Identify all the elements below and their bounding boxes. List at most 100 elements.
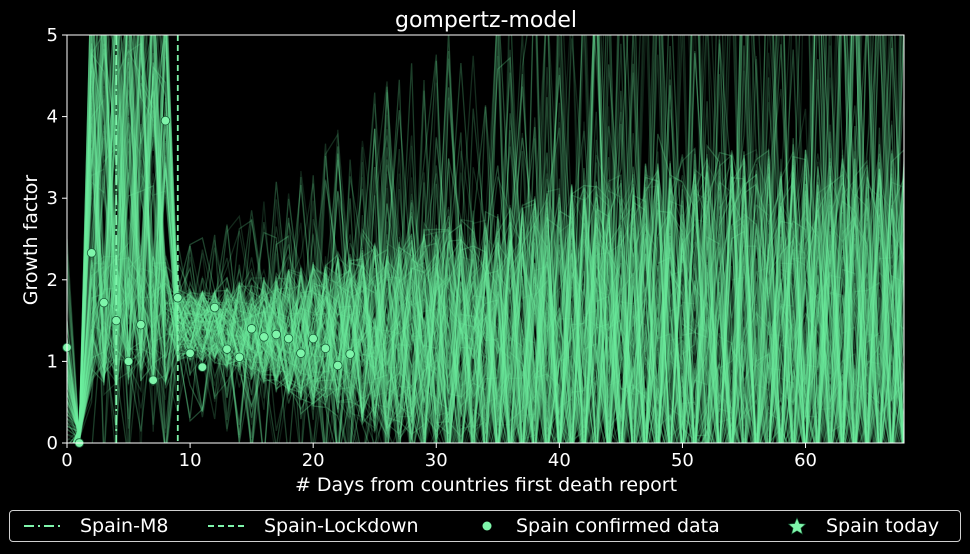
simulation-trace [74,70,904,443]
simulation-trace [72,35,904,443]
simulation-trace [67,35,904,443]
simulation-trace [74,35,904,443]
simulation-trace [74,35,904,443]
simulation-trace [73,35,904,443]
simulation-trace [67,35,904,443]
simulation-trace [67,35,904,443]
simulation-trace [75,35,904,443]
simulation-trace [76,35,904,443]
simulation-trace [67,35,904,443]
simulation-trace [72,35,880,443]
simulation-trace [72,35,904,443]
simulation-trace [78,98,904,443]
data-point [136,319,146,330]
simulation-trace [74,35,904,443]
simulation-trace [67,35,901,443]
x-tick-label: 20 [302,450,325,471]
simulation-trace [67,35,902,443]
legend-label: Spain confirmed data [516,515,720,537]
simulation-trace [75,35,904,443]
simulation-trace [72,35,904,443]
data-point [160,115,171,126]
simulation-trace [67,35,904,443]
simulation-trace [68,75,904,443]
simulation-trace [67,35,904,443]
simulation-trace [67,116,892,443]
simulation-trace [67,35,902,443]
data-point [333,360,343,371]
simulation-trace [67,35,904,443]
data-point [246,324,257,334]
simulation-trace [73,35,904,443]
simulation-trace [71,35,904,443]
simulation-trace [67,35,904,443]
simulation-trace [67,35,904,443]
simulation-trace [67,35,904,443]
data-point [148,375,158,385]
simulation-trace [67,35,904,443]
simulation-trace [75,35,904,443]
legend-label: Spain-Lockdown [264,515,419,537]
simulation-trace [72,35,904,443]
simulation-trace [71,81,904,443]
simulation-trace [67,35,891,443]
simulation-trace [77,35,904,443]
x-axis-ticks: 0 10 20 30 40 50 60 [61,443,817,471]
simulation-trace [67,35,904,443]
simulation-trace [67,35,904,443]
simulation-trace [73,35,902,443]
simulation-trace [67,35,868,443]
simulation-trace [67,35,904,443]
simulation-trace [75,62,904,443]
simulation-trace [67,35,904,443]
simulation-trace [67,35,904,443]
simulation-trace [67,35,904,443]
x-tick-label: 60 [794,450,817,471]
simulation-trace [72,35,904,443]
simulation-trace [76,35,904,443]
star-marker-icon [787,517,807,535]
simulation-trace [67,92,904,443]
simulation-trace [77,76,904,443]
simulation-trace [73,86,880,443]
data-point [197,362,208,372]
x-tick-label: 30 [425,450,448,471]
simulation-trace [67,35,904,443]
data-point [99,297,109,308]
simulation-trace [67,35,904,443]
simulation-trace [67,35,904,443]
simulation-trace [77,35,904,443]
data-point [320,343,331,354]
simulation-trace [77,35,893,443]
legend-label: Spain-M8 [80,515,169,537]
y-tick-label: 2 [47,270,58,291]
simulation-trace [67,35,904,443]
simulation-trace [67,35,903,443]
simulation-trace [67,35,904,443]
simulation-trace [67,35,904,443]
simulation-trace [67,47,904,443]
simulation-trace [74,35,904,443]
y-tick-label: 0 [47,433,58,454]
legend: Spain-M8 Spain-Lockdown Spain confirmed … [9,510,961,542]
data-point [283,333,294,344]
simulation-trace [67,35,904,443]
simulation-trace [67,35,904,443]
simulation-trace [67,35,904,443]
simulation-trace [67,35,892,443]
simulation-trace [67,108,904,443]
simulation-trace [73,63,904,443]
x-tick-label: 40 [548,450,571,471]
simulation-trace [67,35,904,443]
legend-item-spain-lockdown: Spain-Lockdown [206,511,419,541]
confirmed-data-points [62,115,355,448]
simulation-trace [69,35,904,443]
simulation-trace [73,35,892,443]
simulation-trace [78,35,891,443]
data-point [222,344,232,354]
simulation-trace [67,35,904,443]
data-point [259,332,269,342]
simulation-trace [73,35,867,443]
simulation-trace [76,35,904,443]
simulation-trace [75,35,904,443]
